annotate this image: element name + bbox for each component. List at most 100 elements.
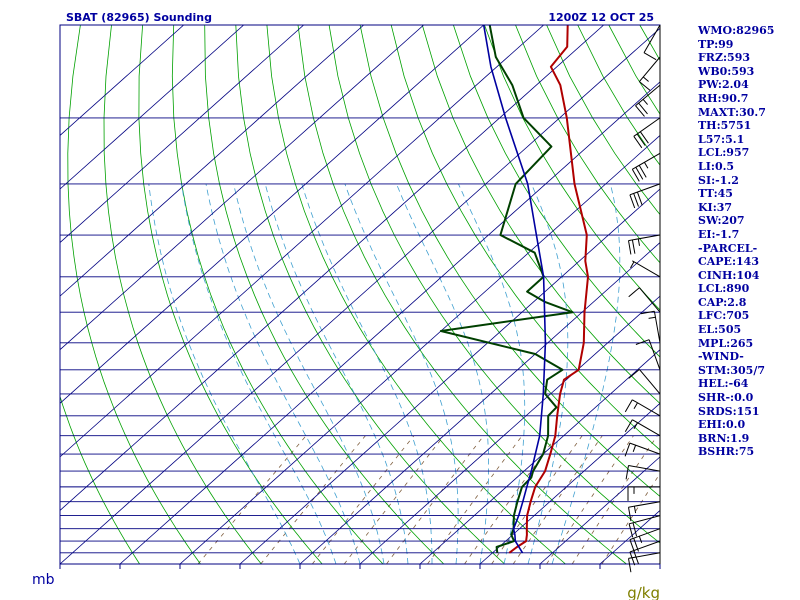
isotherm	[60, 25, 184, 136]
stat-item: MAXT:30.7	[698, 105, 766, 119]
moist-adiabat	[396, 183, 490, 564]
isotherm	[60, 25, 544, 458]
mixing-ratio-line	[260, 435, 366, 564]
stat-item: -WIND-	[698, 350, 744, 364]
stat-item: TH:5751	[698, 119, 752, 133]
isotherm	[60, 25, 604, 511]
wind-barb	[628, 369, 661, 395]
isotherm	[60, 25, 484, 404]
stat-item: PW:2.04	[698, 78, 749, 92]
wind-barb	[635, 339, 661, 370]
wind-barbs	[624, 24, 661, 573]
stat-item: HEL:-64	[698, 377, 749, 391]
stat-item: SW:207	[698, 214, 745, 228]
moist-adiabat	[344, 183, 459, 564]
background-lines	[60, 25, 660, 564]
mixing-ratio-line	[197, 435, 307, 564]
moist-adiabat	[233, 183, 385, 564]
dry-adiabat	[138, 25, 323, 564]
stat-item: SHR-:0.0	[698, 391, 754, 405]
chart-title: SBAT (82965) Sounding	[66, 11, 212, 24]
stat-item: TT:45	[698, 187, 733, 201]
stat-item: CINH:104	[698, 268, 760, 282]
stat-item: WB0:593	[698, 64, 755, 78]
isotherm	[539, 456, 660, 564]
stat-item: MPL:265	[698, 336, 754, 350]
dry-adiabat	[266, 25, 566, 564]
stat-item: BRN:1.9	[698, 431, 750, 445]
wind-barb	[639, 56, 661, 91]
mixing-ratio-line	[546, 435, 634, 564]
isotherm	[359, 295, 660, 564]
moist-adiabat	[181, 183, 337, 564]
moist-adiabat	[264, 183, 409, 564]
stat-item: -PARCEL-	[698, 241, 758, 255]
isotherm	[60, 25, 244, 190]
stat-item: BSHR:75	[698, 445, 755, 459]
wind-barb	[629, 528, 661, 553]
moist-adiabat	[527, 183, 569, 564]
mixing-ratio-line	[601, 472, 660, 564]
stat-item: CAP:2.8	[698, 295, 747, 309]
stat-item: L57:5.1	[698, 132, 745, 146]
moist-adiabat	[551, 183, 621, 564]
isotherm	[60, 25, 424, 351]
wind-barb	[630, 260, 661, 278]
wind-barb	[628, 552, 661, 573]
dry-adiabat	[235, 25, 505, 564]
isotherm	[299, 242, 660, 564]
plot-background	[60, 25, 660, 564]
mixing-unit-label: g/kg	[627, 584, 660, 600]
dry-adiabat	[421, 25, 660, 405]
trace-parcel-path	[482, 25, 547, 554]
stat-item: SRDS:151	[698, 404, 760, 418]
wind-barb	[628, 234, 661, 255]
stat-item: KI:37	[698, 200, 733, 214]
pressure-unit-label: mb	[32, 572, 55, 588]
mixing-ratio-line	[311, 435, 415, 564]
stat-item: WMO:82965	[698, 24, 775, 37]
temperature-axis	[59, 564, 661, 569]
stat-item: RH:90.7	[698, 91, 749, 105]
stat-item: FRZ:593	[698, 51, 751, 65]
isotherm	[419, 349, 660, 564]
stat-item: LCL:957	[698, 146, 750, 160]
moist-adiabat	[458, 183, 526, 564]
mixing-ratio-line	[464, 435, 558, 564]
sounding-traces	[439, 25, 589, 554]
moist-adiabat	[148, 183, 301, 564]
wind-barb	[628, 501, 661, 522]
dry-adiabat	[103, 25, 262, 564]
chart-datetime: 1200Z 12 OCT 25	[548, 11, 654, 24]
wind-barb	[624, 442, 661, 457]
dry-adiabat	[204, 25, 445, 564]
stat-item: LI:0.5	[698, 159, 735, 173]
isotherm	[179, 134, 660, 564]
isotherm	[60, 25, 364, 297]
mixing-ratio-line	[512, 435, 603, 564]
isotherm	[119, 81, 660, 564]
wind-barb	[633, 117, 661, 149]
trace-temperature	[508, 25, 589, 554]
stat-item: EI:-1.7	[698, 227, 740, 241]
isotherm	[60, 25, 304, 244]
wind-barb	[627, 486, 660, 501]
isotherm	[479, 402, 660, 564]
wind-barb	[628, 287, 661, 313]
trace-dewpoint	[439, 25, 574, 553]
stat-item: SI:-1.2	[698, 173, 739, 187]
mixing-ratio-line	[491, 435, 583, 564]
dry-adiabat	[67, 25, 201, 564]
dry-adiabat	[484, 25, 660, 311]
isotherm	[60, 27, 660, 564]
wind-barb	[640, 310, 661, 343]
wind-barb	[628, 515, 661, 538]
dry-adiabat	[328, 25, 660, 544]
dry-adiabat	[453, 25, 660, 358]
dry-adiabat	[359, 25, 660, 497]
wind-barb	[629, 183, 661, 209]
mixing-ratio-line	[343, 435, 445, 564]
stats-panel: WMO:82965 TP:99 FRZ:593 WB0:593 PW:2.04 RH:90…	[698, 24, 798, 459]
stat-item: LCL:890	[698, 282, 750, 296]
